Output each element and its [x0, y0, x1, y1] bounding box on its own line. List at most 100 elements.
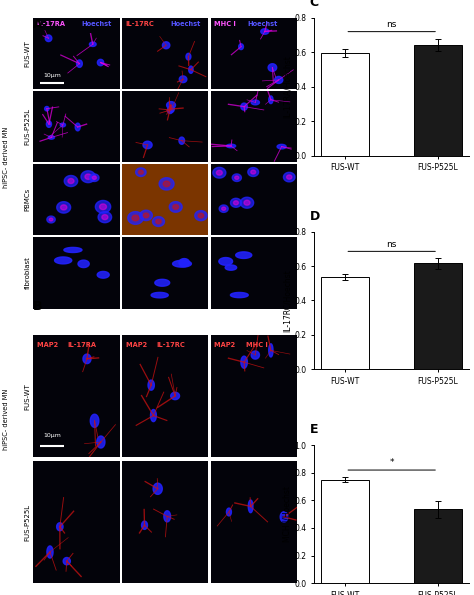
Polygon shape [232, 174, 241, 181]
Polygon shape [77, 60, 82, 67]
Polygon shape [169, 202, 182, 212]
Polygon shape [171, 392, 180, 400]
Polygon shape [261, 29, 269, 35]
Polygon shape [234, 201, 238, 205]
Polygon shape [143, 213, 149, 218]
Polygon shape [159, 178, 174, 190]
Polygon shape [60, 123, 65, 127]
Y-axis label: fibroblast: fibroblast [24, 256, 30, 289]
Polygon shape [90, 42, 96, 46]
Bar [321, 53, 369, 156]
Y-axis label: FUS-WT: FUS-WT [24, 383, 30, 410]
Polygon shape [189, 66, 193, 73]
Polygon shape [213, 167, 226, 178]
Text: MAP2: MAP2 [214, 342, 238, 347]
Text: 10μm: 10μm [43, 433, 61, 438]
Polygon shape [227, 144, 236, 148]
Polygon shape [163, 42, 170, 49]
Polygon shape [163, 181, 170, 187]
Polygon shape [140, 210, 152, 221]
Text: Hoechst: Hoechst [171, 21, 201, 27]
Polygon shape [92, 176, 97, 180]
Text: C: C [310, 0, 319, 9]
Polygon shape [219, 205, 228, 212]
Polygon shape [167, 107, 173, 114]
Y-axis label: MCH I/Hoechst: MCH I/Hoechst [283, 486, 292, 542]
Polygon shape [235, 176, 239, 180]
Polygon shape [47, 546, 53, 558]
Polygon shape [47, 216, 55, 223]
Text: A: A [33, 18, 43, 31]
Polygon shape [148, 380, 155, 390]
Polygon shape [46, 121, 52, 127]
Bar [414, 45, 462, 156]
Polygon shape [241, 103, 247, 110]
Polygon shape [61, 205, 67, 210]
Polygon shape [49, 218, 53, 221]
Y-axis label: IL-17RA/Hoechst: IL-17RA/Hoechst [283, 55, 292, 118]
Polygon shape [179, 259, 190, 267]
Polygon shape [78, 260, 89, 268]
Polygon shape [83, 354, 91, 364]
Polygon shape [48, 136, 55, 139]
Polygon shape [251, 351, 259, 359]
Polygon shape [195, 211, 207, 221]
Text: D: D [310, 209, 319, 223]
Polygon shape [153, 483, 162, 494]
Polygon shape [169, 106, 174, 112]
Polygon shape [97, 436, 105, 448]
Y-axis label: IL-17RC/Hoechst: IL-17RC/Hoechst [283, 269, 292, 332]
Polygon shape [219, 258, 233, 265]
Polygon shape [277, 145, 286, 149]
Polygon shape [81, 171, 95, 183]
Text: ns: ns [386, 240, 397, 249]
Polygon shape [56, 523, 63, 531]
Y-axis label: FUS-P525L: FUS-P525L [24, 108, 30, 145]
Polygon shape [75, 123, 80, 131]
Y-axis label: FUS-P525L: FUS-P525L [24, 503, 30, 541]
Text: hiPSC- derived MN: hiPSC- derived MN [3, 127, 9, 188]
Polygon shape [248, 168, 259, 177]
Polygon shape [283, 173, 295, 182]
Polygon shape [269, 344, 273, 357]
Polygon shape [138, 170, 143, 174]
Polygon shape [274, 76, 283, 83]
Polygon shape [186, 54, 191, 60]
Polygon shape [225, 265, 237, 270]
Polygon shape [268, 64, 277, 71]
Polygon shape [269, 96, 273, 104]
Text: 10μm: 10μm [43, 73, 61, 77]
Polygon shape [98, 212, 111, 223]
Polygon shape [90, 414, 99, 427]
Polygon shape [63, 558, 70, 565]
Polygon shape [164, 511, 171, 522]
Bar [321, 277, 369, 369]
Polygon shape [64, 248, 82, 252]
Polygon shape [179, 76, 187, 83]
Polygon shape [248, 500, 253, 513]
Polygon shape [132, 215, 139, 221]
Polygon shape [136, 168, 146, 177]
Polygon shape [85, 174, 91, 179]
Polygon shape [155, 279, 170, 286]
Polygon shape [241, 356, 247, 368]
Polygon shape [153, 217, 164, 227]
Polygon shape [251, 100, 259, 105]
Polygon shape [100, 204, 107, 209]
Polygon shape [287, 175, 292, 179]
Text: hiPSC- derived MN: hiPSC- derived MN [3, 389, 9, 450]
Polygon shape [97, 271, 109, 278]
Polygon shape [230, 293, 248, 298]
Polygon shape [166, 102, 175, 109]
Polygon shape [151, 292, 168, 298]
Text: IL-17RA: IL-17RA [68, 342, 97, 347]
Text: MHC I: MHC I [246, 342, 267, 347]
Polygon shape [97, 60, 104, 65]
Polygon shape [230, 198, 241, 207]
Text: ns: ns [386, 20, 397, 29]
Polygon shape [280, 512, 288, 522]
Text: E: E [310, 423, 318, 436]
Text: IL-17RA: IL-17RA [36, 21, 65, 27]
Polygon shape [251, 170, 255, 174]
Polygon shape [179, 137, 184, 144]
